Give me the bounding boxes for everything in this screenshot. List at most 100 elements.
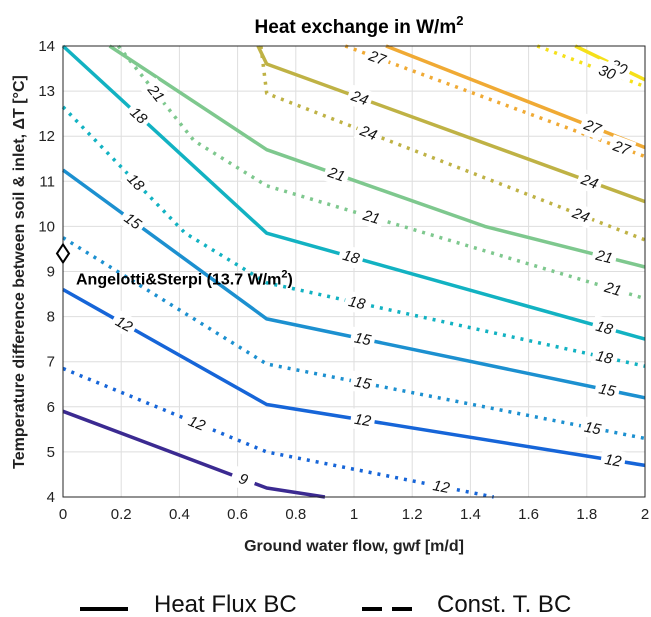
reference-label: Angelotti&Sterpi (13.7 W/m2) [76, 269, 293, 289]
reference-label-end: ) [287, 272, 292, 289]
contour-label-bg [348, 326, 377, 352]
contour-label-bg [228, 465, 259, 493]
reference-marker [55, 242, 71, 265]
contour-label-group: 9 [228, 465, 259, 493]
contour-label-group: 21 [598, 275, 628, 303]
y-tick-labels: 4 5 6 7 8 9 10 11 12 13 14 [38, 38, 55, 506]
contour-label: 18 [341, 247, 362, 268]
contour-label: 27 [610, 137, 633, 159]
y-tick-label: 4 [47, 489, 55, 506]
contour-label-group: 30 [592, 58, 622, 86]
contour-label: 24 [357, 122, 380, 144]
heat-flux-contour-9 [62, 409, 326, 499]
const-t-contour-12 [62, 366, 495, 499]
contour-label-bg [593, 377, 621, 403]
x-tick-label: 1.6 [518, 506, 539, 523]
contour-label-group: 21 [321, 160, 352, 188]
y-tick-label: 9 [47, 264, 55, 281]
contour-label-group: 15 [348, 370, 377, 395]
contour-label: 12 [603, 451, 623, 471]
x-tick-label: 1.4 [460, 506, 481, 523]
reference-label-sup: 2 [281, 269, 287, 281]
legend-label-heat-flux: Heat Flux BC [154, 591, 297, 617]
contour-label-bg [140, 77, 172, 110]
y-tick-label: 12 [38, 128, 55, 145]
contour-label-group: 12 [349, 408, 377, 432]
contour-label-bg [349, 408, 377, 432]
contour-label: 27 [581, 116, 604, 139]
contour-label-bg [117, 205, 149, 237]
contour-label: 18 [347, 293, 368, 313]
contour-labels: 9121212151515181818212124242730121215151… [108, 44, 637, 499]
const-t-contour-15 [62, 236, 646, 441]
chart-title-text: Heat exchange in W/m [255, 17, 457, 38]
contour-label-group: 27 [577, 113, 608, 141]
x-tick-label: 0 [59, 506, 67, 523]
const-t-contour-21 [116, 44, 646, 301]
contour-label: 15 [353, 373, 373, 393]
contour-label-group: 12 [427, 474, 456, 499]
const-t-contour-24 [259, 45, 646, 242]
contour-label-bg [577, 113, 608, 141]
contour-label-bg [427, 474, 456, 499]
y-tick-label: 7 [47, 354, 55, 371]
y-tick-label: 8 [47, 309, 55, 326]
contour-label-group: 24 [353, 119, 384, 147]
chart-title: Heat exchange in W/m2 [255, 13, 464, 38]
contour-label: 21 [601, 279, 623, 300]
x-tick-label: 1.2 [402, 506, 423, 523]
contour-label: 24 [569, 204, 592, 226]
contour-label: 12 [431, 477, 451, 497]
contour-label-bg [578, 415, 607, 441]
contour-label-bg [348, 370, 377, 395]
contour-label-group: 24 [566, 201, 596, 229]
contour-label-group: 24 [575, 167, 605, 196]
contour-label-group: 21 [357, 203, 386, 231]
contour-label-bg [590, 244, 619, 270]
y-tick-label: 11 [39, 173, 55, 190]
contour-label-group: 15 [348, 326, 377, 352]
contour-label-group: 21 [590, 244, 619, 270]
y-tick-label: 5 [47, 444, 55, 461]
contour-label-group: 12 [182, 409, 212, 438]
contour-label: 12 [186, 413, 208, 435]
contour-label: 24 [348, 87, 370, 109]
contour-label-group: 27 [362, 44, 393, 72]
contour-label-group: 18 [336, 243, 366, 270]
y-tick-label: 6 [47, 399, 55, 416]
contour-label-bg [120, 166, 152, 198]
x-tick-label: 0.6 [227, 506, 248, 523]
contour-label-bg [599, 448, 627, 473]
contour-label-bg [590, 314, 619, 341]
contour-label-bg [357, 203, 386, 231]
contour-label-bg [592, 58, 622, 86]
y-tick-label: 14 [38, 38, 55, 55]
contour-label: 18 [594, 318, 615, 339]
contour-label: 21 [360, 207, 382, 228]
contour-label-bg [575, 167, 605, 196]
contour-label-group: 15 [593, 377, 621, 403]
chart-title-sup: 2 [456, 13, 463, 28]
contour-label: 15 [353, 329, 373, 349]
x-tick-label: 0.2 [111, 506, 132, 523]
contour-label-group: 12 [599, 448, 627, 473]
contour-label-bg [108, 309, 140, 339]
contour-label-bg [336, 243, 366, 270]
contour-label: 21 [325, 164, 347, 186]
legend: Heat Flux BC Const. T. BC [80, 591, 571, 617]
y-axis-label: Temperature difference between soil & in… [11, 75, 28, 469]
reference-label-text: Angelotti&Sterpi (13.7 W/m [76, 272, 281, 289]
contour-label-bg [590, 344, 619, 370]
contour-label: 24 [578, 171, 600, 193]
x-tick-label: 1 [350, 506, 358, 523]
plot-frame [62, 45, 646, 498]
heat-flux-contour-24 [256, 45, 646, 204]
contour-label-group: 18 [590, 314, 619, 341]
contour-label-bg [566, 201, 596, 229]
contour-label: 15 [583, 419, 603, 439]
y-tick-label: 13 [38, 83, 55, 100]
contour-label-bg [598, 275, 628, 303]
contour-label-group: 15 [578, 415, 607, 441]
legend-label-const-t: Const. T. BC [437, 591, 571, 617]
contour-label: 15 [597, 380, 617, 400]
